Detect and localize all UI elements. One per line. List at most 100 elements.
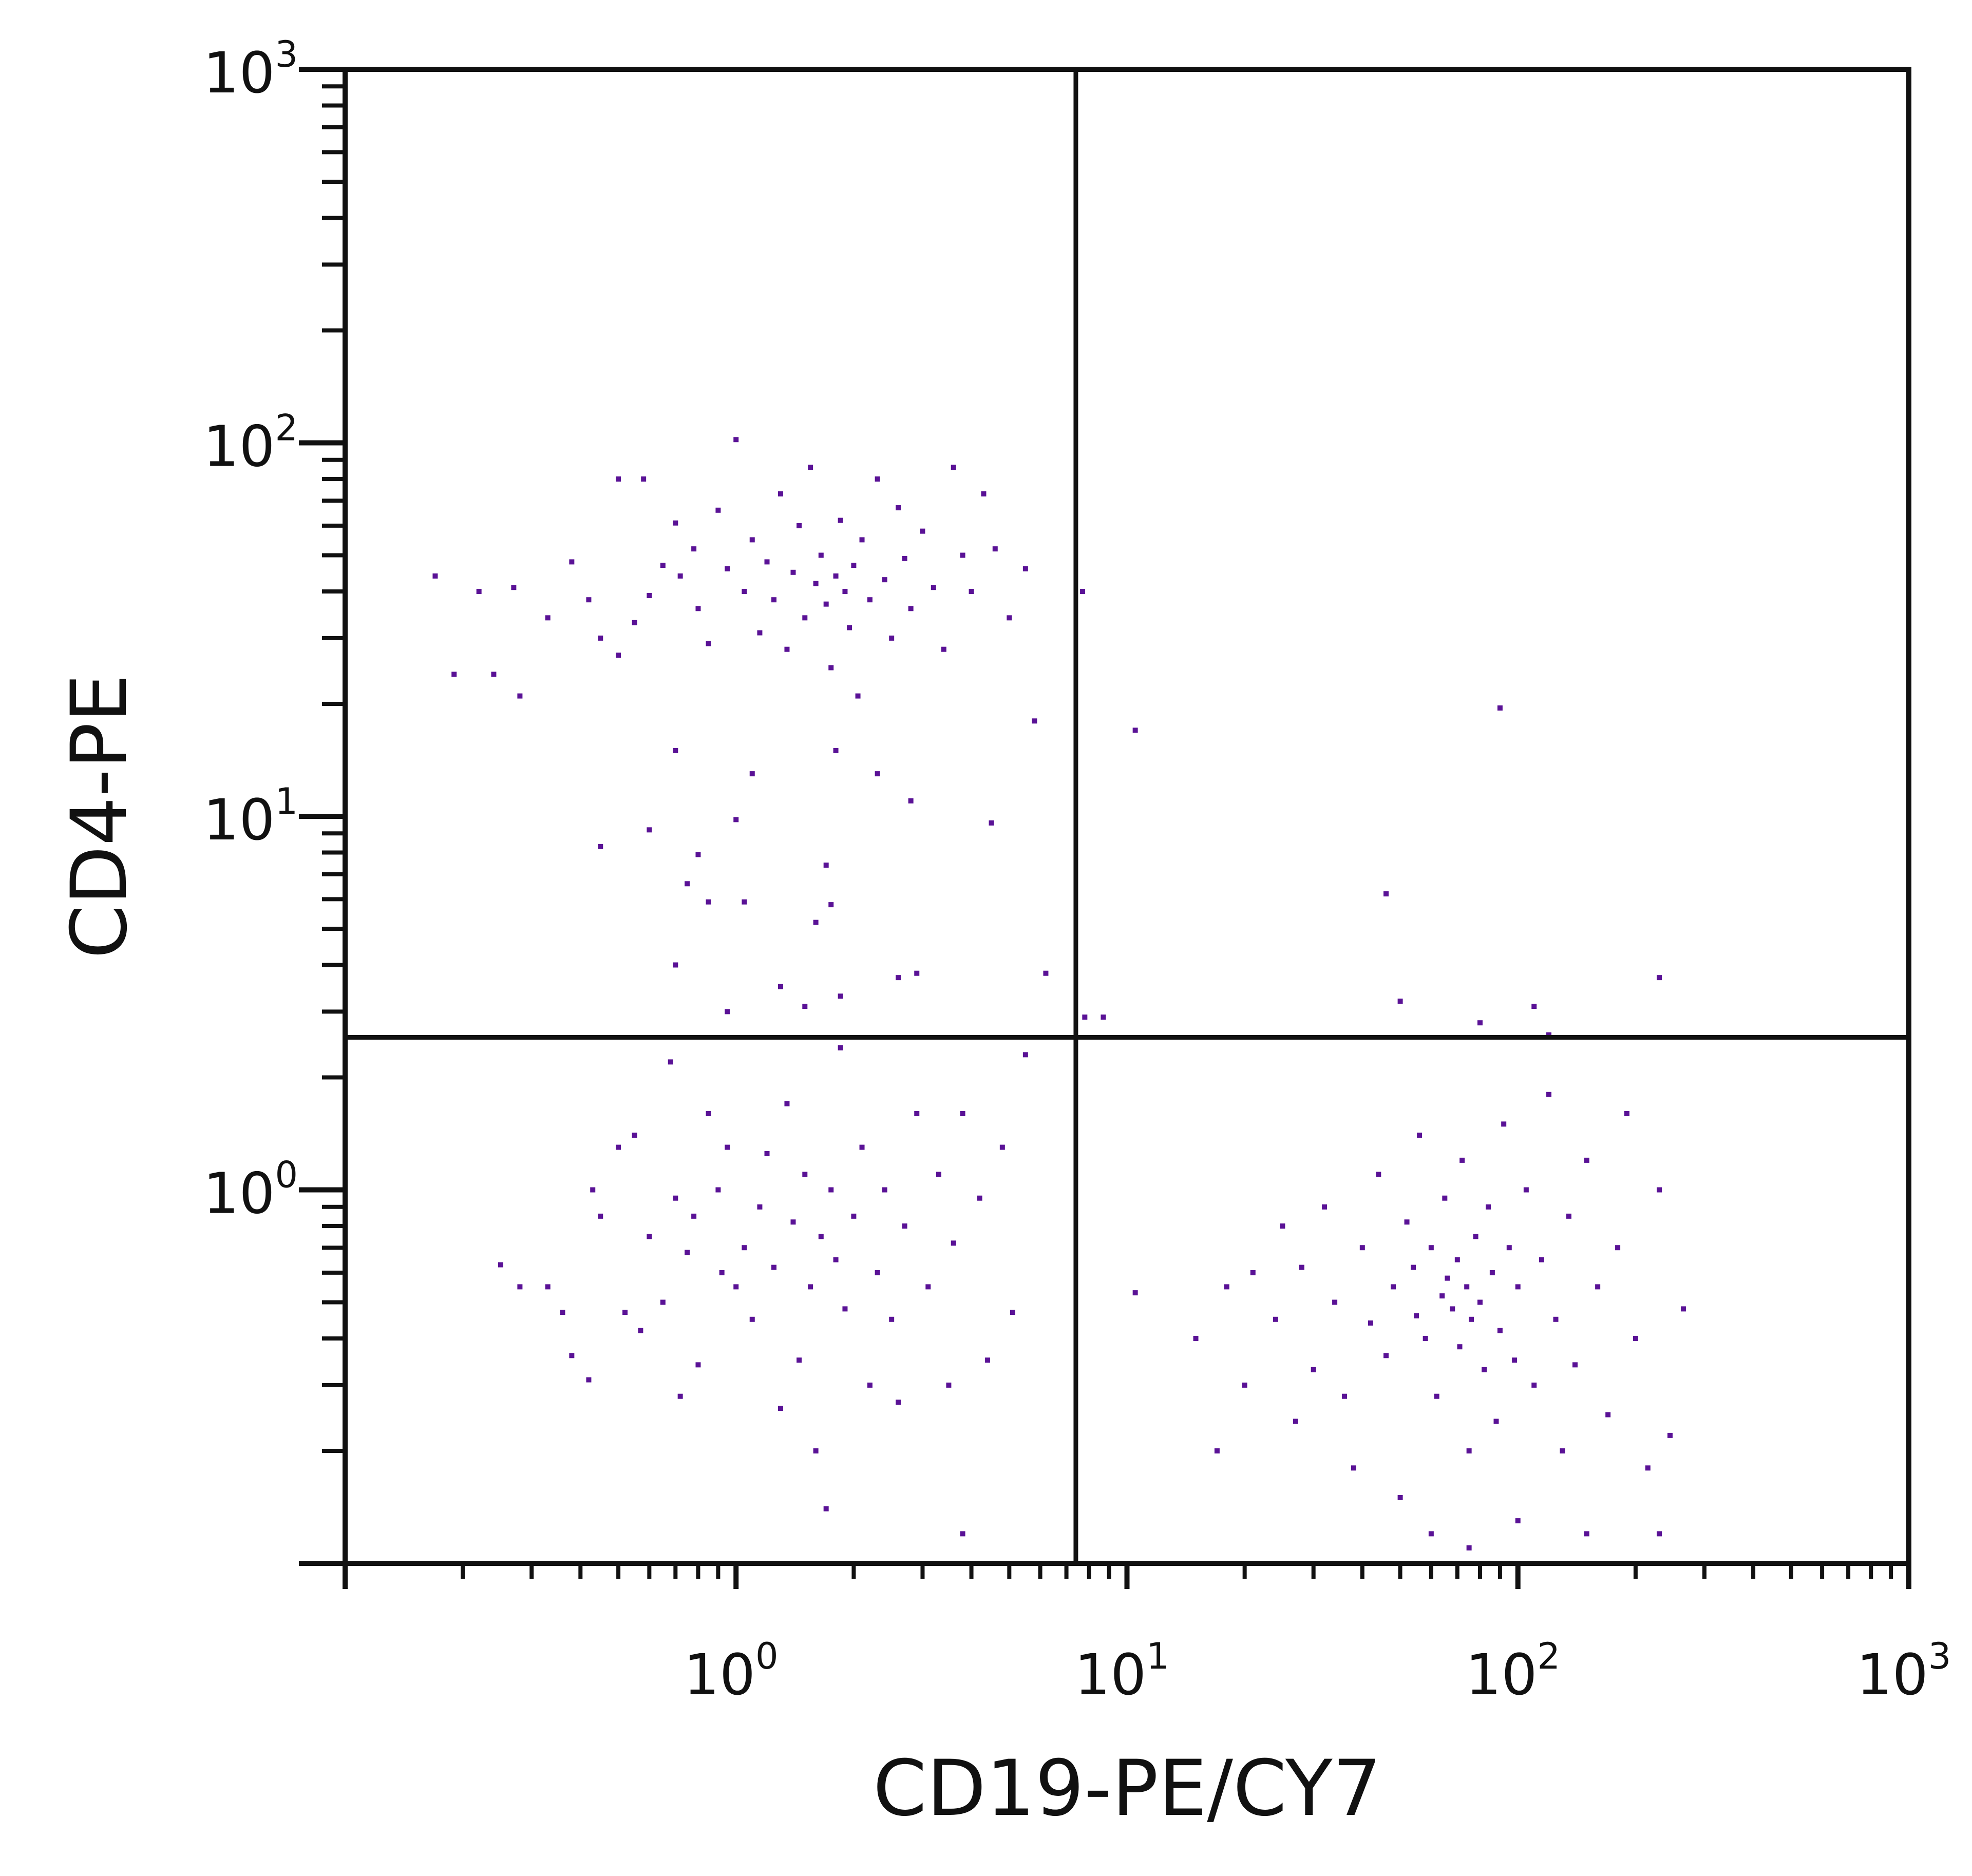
data-point: [677, 1393, 683, 1399]
data-point: [598, 1213, 603, 1219]
data-point: [719, 1270, 725, 1275]
data-point: [1332, 1299, 1338, 1305]
data-point: [1273, 1316, 1278, 1322]
data-point: [960, 552, 965, 558]
data-point: [632, 620, 637, 625]
y-tick-label: 103: [203, 33, 298, 106]
data-point: [451, 672, 457, 677]
x-tick-label: 101: [1074, 1635, 1169, 1708]
data-point: [695, 606, 701, 611]
data-point: [685, 1250, 690, 1255]
data-point: [1397, 1495, 1403, 1500]
tick-exponent: 1: [1146, 1635, 1169, 1677]
data-point: [1466, 1448, 1472, 1454]
data-point: [1442, 1195, 1448, 1201]
data-point: [1351, 1465, 1356, 1471]
data-point: [641, 476, 647, 482]
points-layer: [343, 437, 1686, 1550]
tick-exponent: 2: [275, 407, 298, 449]
data-point: [960, 1531, 965, 1537]
data-point: [813, 920, 819, 925]
data-point: [673, 520, 678, 526]
data-point: [902, 556, 907, 561]
data-point: [1512, 1357, 1518, 1363]
data-point: [1132, 1290, 1138, 1296]
data-point: [691, 546, 697, 552]
data-point: [1022, 566, 1028, 571]
data-point: [742, 899, 747, 905]
data-point: [1445, 1275, 1450, 1281]
data-point: [432, 573, 438, 579]
tick-exponent: 3: [1928, 1635, 1951, 1677]
data-point: [545, 615, 551, 621]
data-point: [1423, 1336, 1428, 1342]
data-point: [1101, 1014, 1106, 1020]
data-point: [838, 993, 843, 999]
data-point: [842, 589, 848, 595]
data-point: [638, 1328, 643, 1333]
data-point: [685, 881, 690, 887]
data-point: [925, 1284, 931, 1290]
data-point: [797, 523, 802, 528]
data-point: [1454, 1257, 1460, 1262]
data-point: [859, 1144, 865, 1150]
data-point: [1293, 1419, 1298, 1424]
data-point: [802, 1172, 808, 1177]
data-point: [951, 465, 956, 470]
data-point: [1404, 1219, 1410, 1225]
data-point: [1299, 1265, 1304, 1270]
x-tick-label: 100: [684, 1635, 779, 1708]
data-point: [1250, 1270, 1256, 1275]
data-point: [757, 1204, 763, 1210]
data-point: [560, 1310, 565, 1315]
data-point: [1242, 1382, 1247, 1388]
data-point: [1193, 1336, 1199, 1342]
data-point: [867, 597, 873, 603]
data-point: [586, 597, 592, 603]
data-point: [784, 646, 790, 652]
data-point: [851, 1213, 857, 1219]
x-tick-labels: 100 101 102 103: [684, 1635, 1951, 1708]
data-point: [778, 984, 783, 989]
data-point: [590, 1187, 596, 1193]
data-point: [989, 820, 994, 826]
data-point: [960, 1111, 965, 1117]
data-point: [1595, 1284, 1601, 1290]
data-point: [902, 1223, 907, 1229]
data-point: [875, 1270, 880, 1275]
data-point: [742, 589, 747, 595]
data-point: [936, 1172, 941, 1177]
data-point: [1523, 1187, 1529, 1193]
data-point: [914, 1111, 920, 1117]
data-point: [802, 615, 808, 621]
data-point: [1531, 1004, 1537, 1009]
data-point: [882, 1187, 887, 1193]
data-point: [808, 465, 813, 470]
data-point: [999, 1144, 1005, 1150]
data-point: [833, 1257, 839, 1262]
plot-frame: [343, 67, 1911, 1566]
data-point: [790, 569, 796, 575]
data-point: [498, 1262, 503, 1268]
data-point: [749, 537, 755, 543]
data-point: [908, 606, 914, 611]
data-point: [797, 1357, 802, 1363]
data-point: [896, 505, 901, 511]
data-point: [946, 1382, 952, 1388]
data-point: [1457, 1344, 1463, 1350]
tick-base: 10: [203, 40, 275, 106]
data-point: [695, 852, 701, 857]
tick-base: 10: [203, 414, 275, 480]
data-point: [1515, 1518, 1521, 1524]
data-point: [1560, 1448, 1565, 1454]
data-point: [764, 1151, 770, 1156]
data-point: [778, 491, 783, 496]
data-point: [586, 1377, 592, 1383]
data-point: [715, 1187, 721, 1193]
data-point: [889, 635, 895, 641]
data-point: [1080, 589, 1086, 595]
data-point: [838, 518, 843, 523]
data-point: [1615, 1245, 1621, 1251]
data-point: [742, 1245, 747, 1251]
y-axis-label: CD4-PE: [55, 674, 144, 959]
